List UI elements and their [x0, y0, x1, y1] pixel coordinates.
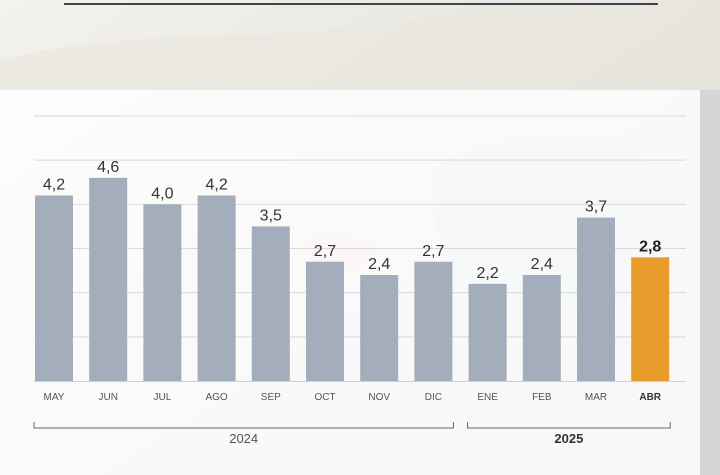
- bar: [35, 195, 73, 381]
- top-rule: [64, 3, 658, 5]
- bar: [631, 257, 670, 381]
- bar: [360, 275, 399, 381]
- data-label: 4,2: [43, 177, 65, 194]
- bar: [577, 217, 615, 381]
- data-label: 2,2: [476, 265, 498, 282]
- year-label-2024: 2024: [229, 431, 259, 446]
- bar: [197, 195, 236, 381]
- data-label: 2,7: [314, 243, 336, 260]
- x-tick-label: FEB: [532, 392, 552, 403]
- data-label: 4,0: [151, 185, 173, 202]
- data-label: 2,4: [368, 256, 390, 273]
- bar: [468, 283, 507, 381]
- x-tick-label: AGO: [205, 392, 227, 403]
- x-tick-label: ENE: [477, 392, 498, 403]
- bar: [306, 261, 344, 381]
- bar: [414, 261, 453, 381]
- data-label: 2,4: [531, 256, 553, 273]
- year-bracket: [467, 422, 671, 429]
- year-bracket: [33, 422, 454, 429]
- data-label: 2,7: [422, 243, 444, 260]
- x-tick-label: JUN: [98, 392, 117, 403]
- data-label: 3,7: [585, 199, 607, 216]
- data-label: 3,5: [260, 207, 282, 224]
- x-tick-label: JUL: [154, 392, 172, 403]
- data-label: 2,8: [639, 238, 661, 255]
- x-tick-label: ABR: [639, 392, 661, 403]
- x-tick-label: OCT: [314, 392, 335, 403]
- x-tick-label: SEP: [261, 392, 281, 403]
- x-tick-label: NOV: [368, 392, 390, 403]
- x-tick-label: MAR: [585, 392, 607, 403]
- data-label: 4,6: [97, 159, 119, 176]
- data-label: 4,2: [205, 177, 227, 194]
- bar: [89, 177, 128, 381]
- bar: [251, 226, 290, 381]
- bar: [143, 204, 182, 381]
- x-tick-label: MAY: [44, 392, 65, 403]
- year-label-2025: 2025: [554, 431, 584, 446]
- x-tick-label: DIC: [425, 392, 442, 403]
- bar: [522, 275, 561, 381]
